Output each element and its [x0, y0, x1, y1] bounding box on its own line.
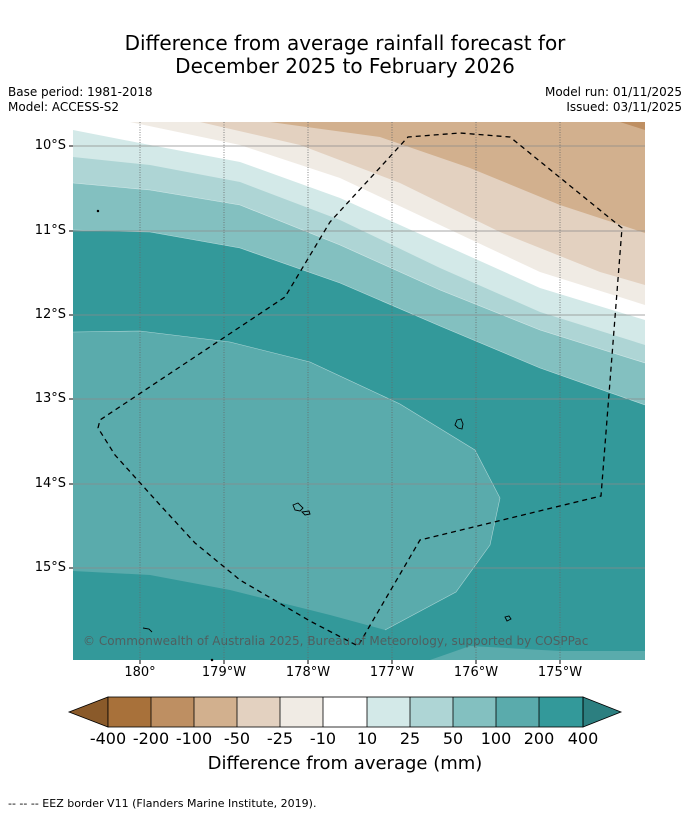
colorbar-label-5: -25: [266, 729, 294, 748]
band-c3: [73, 331, 500, 630]
island-2: [292, 502, 304, 512]
lat-label-14s: 14°S: [34, 476, 66, 491]
islands: [96, 209, 512, 662]
colorbar-label-1: -400: [89, 729, 127, 748]
rainfall-field: [73, 122, 645, 660]
island-7: [210, 658, 214, 662]
colorbar-swatch-2: [151, 697, 194, 727]
colorbar-swatch-6: [323, 697, 367, 727]
colorbar-swatch-7: [367, 697, 410, 727]
colorbar: [67, 696, 623, 728]
model-run: Model run: 01/11/2025: [544, 85, 682, 99]
band-d3: [200, 122, 645, 233]
lon-label-178w: 178°W: [285, 665, 331, 680]
base-period: Base period: 1981-2018: [8, 85, 153, 99]
eez-footnote: -- -- -- EEZ border V11 (Flanders Marine…: [8, 797, 317, 810]
colorbar-label-8: 25: [399, 729, 421, 748]
colorbar-label-4: -50: [223, 729, 251, 748]
eez-border: [97, 132, 623, 647]
colorbar-label-11: 200: [523, 729, 555, 748]
colorbar-swatch-1: [108, 697, 151, 727]
chart-title-line1: Difference from average rainfall forecas…: [124, 31, 566, 55]
colorbar-swatch-4: [237, 697, 280, 727]
graticule-lat: [73, 145, 645, 569]
colorbar-label-2: -200: [132, 729, 170, 748]
lon-ticks: [139, 660, 561, 664]
island-1: [454, 418, 464, 430]
island-4: [504, 615, 512, 622]
lon-label-176w: 176°W: [453, 665, 499, 680]
lon-label-175w: 175°W: [537, 665, 583, 680]
band-c2-south: [430, 646, 645, 660]
colorbar-label-3: -100: [175, 729, 213, 748]
colorbar-extend-low: [67, 696, 109, 728]
lon-label-177w: 177°W: [369, 665, 415, 680]
lat-label-13s: 13°S: [34, 391, 66, 406]
meta-left: Base period: 1981-2018 Model: ACCESS-S2: [8, 85, 153, 115]
island-6: [96, 209, 100, 213]
colorbar-label-10: 100: [480, 729, 512, 748]
colorbar-label-6: -10: [309, 729, 337, 748]
lon-label-180: 180°: [124, 665, 156, 680]
copyright-notice: © Commonwealth of Australia 2025, Bureau…: [83, 634, 588, 648]
colorbar-swatch-9: [453, 697, 496, 727]
lat-label-10s: 10°S: [34, 138, 66, 153]
colorbar-swatch-10: [496, 697, 539, 727]
colorbar-title: Difference from average (mm): [207, 753, 483, 774]
lat-label-12s: 12°S: [34, 307, 66, 322]
island-3: [301, 510, 311, 516]
colorbar-extend-high: [582, 696, 623, 728]
colorbar-swatch-5: [280, 697, 323, 727]
chart-title-line2: December 2025 to February 2026: [175, 54, 515, 78]
lat-label-11s: 11°S: [34, 223, 66, 238]
colorbar-label-7: 10: [356, 729, 378, 748]
colorbar-swatch-3: [194, 697, 237, 727]
meta-right: Model run: 01/11/2025 Issued: 03/11/2025: [545, 85, 682, 115]
lon-label-179w: 179°W: [201, 665, 247, 680]
lat-ticks: [69, 145, 73, 569]
graticule: [139, 122, 561, 660]
colorbar-outline: [107, 696, 584, 728]
contour-lines: [73, 182, 645, 631]
issued-date: Issued: 03/11/2025: [566, 100, 682, 114]
model-name: Model: ACCESS-S2: [8, 100, 120, 114]
colorbar-dividers: [150, 697, 540, 727]
colorbar-label-9: 50: [442, 729, 464, 748]
lat-label-15s: 15°S: [34, 560, 66, 575]
colorbar-swatch-8: [410, 697, 453, 727]
colorbar-label-12: 400: [567, 729, 599, 748]
colorbar-swatch-11: [539, 697, 583, 727]
island-5: [142, 627, 153, 633]
